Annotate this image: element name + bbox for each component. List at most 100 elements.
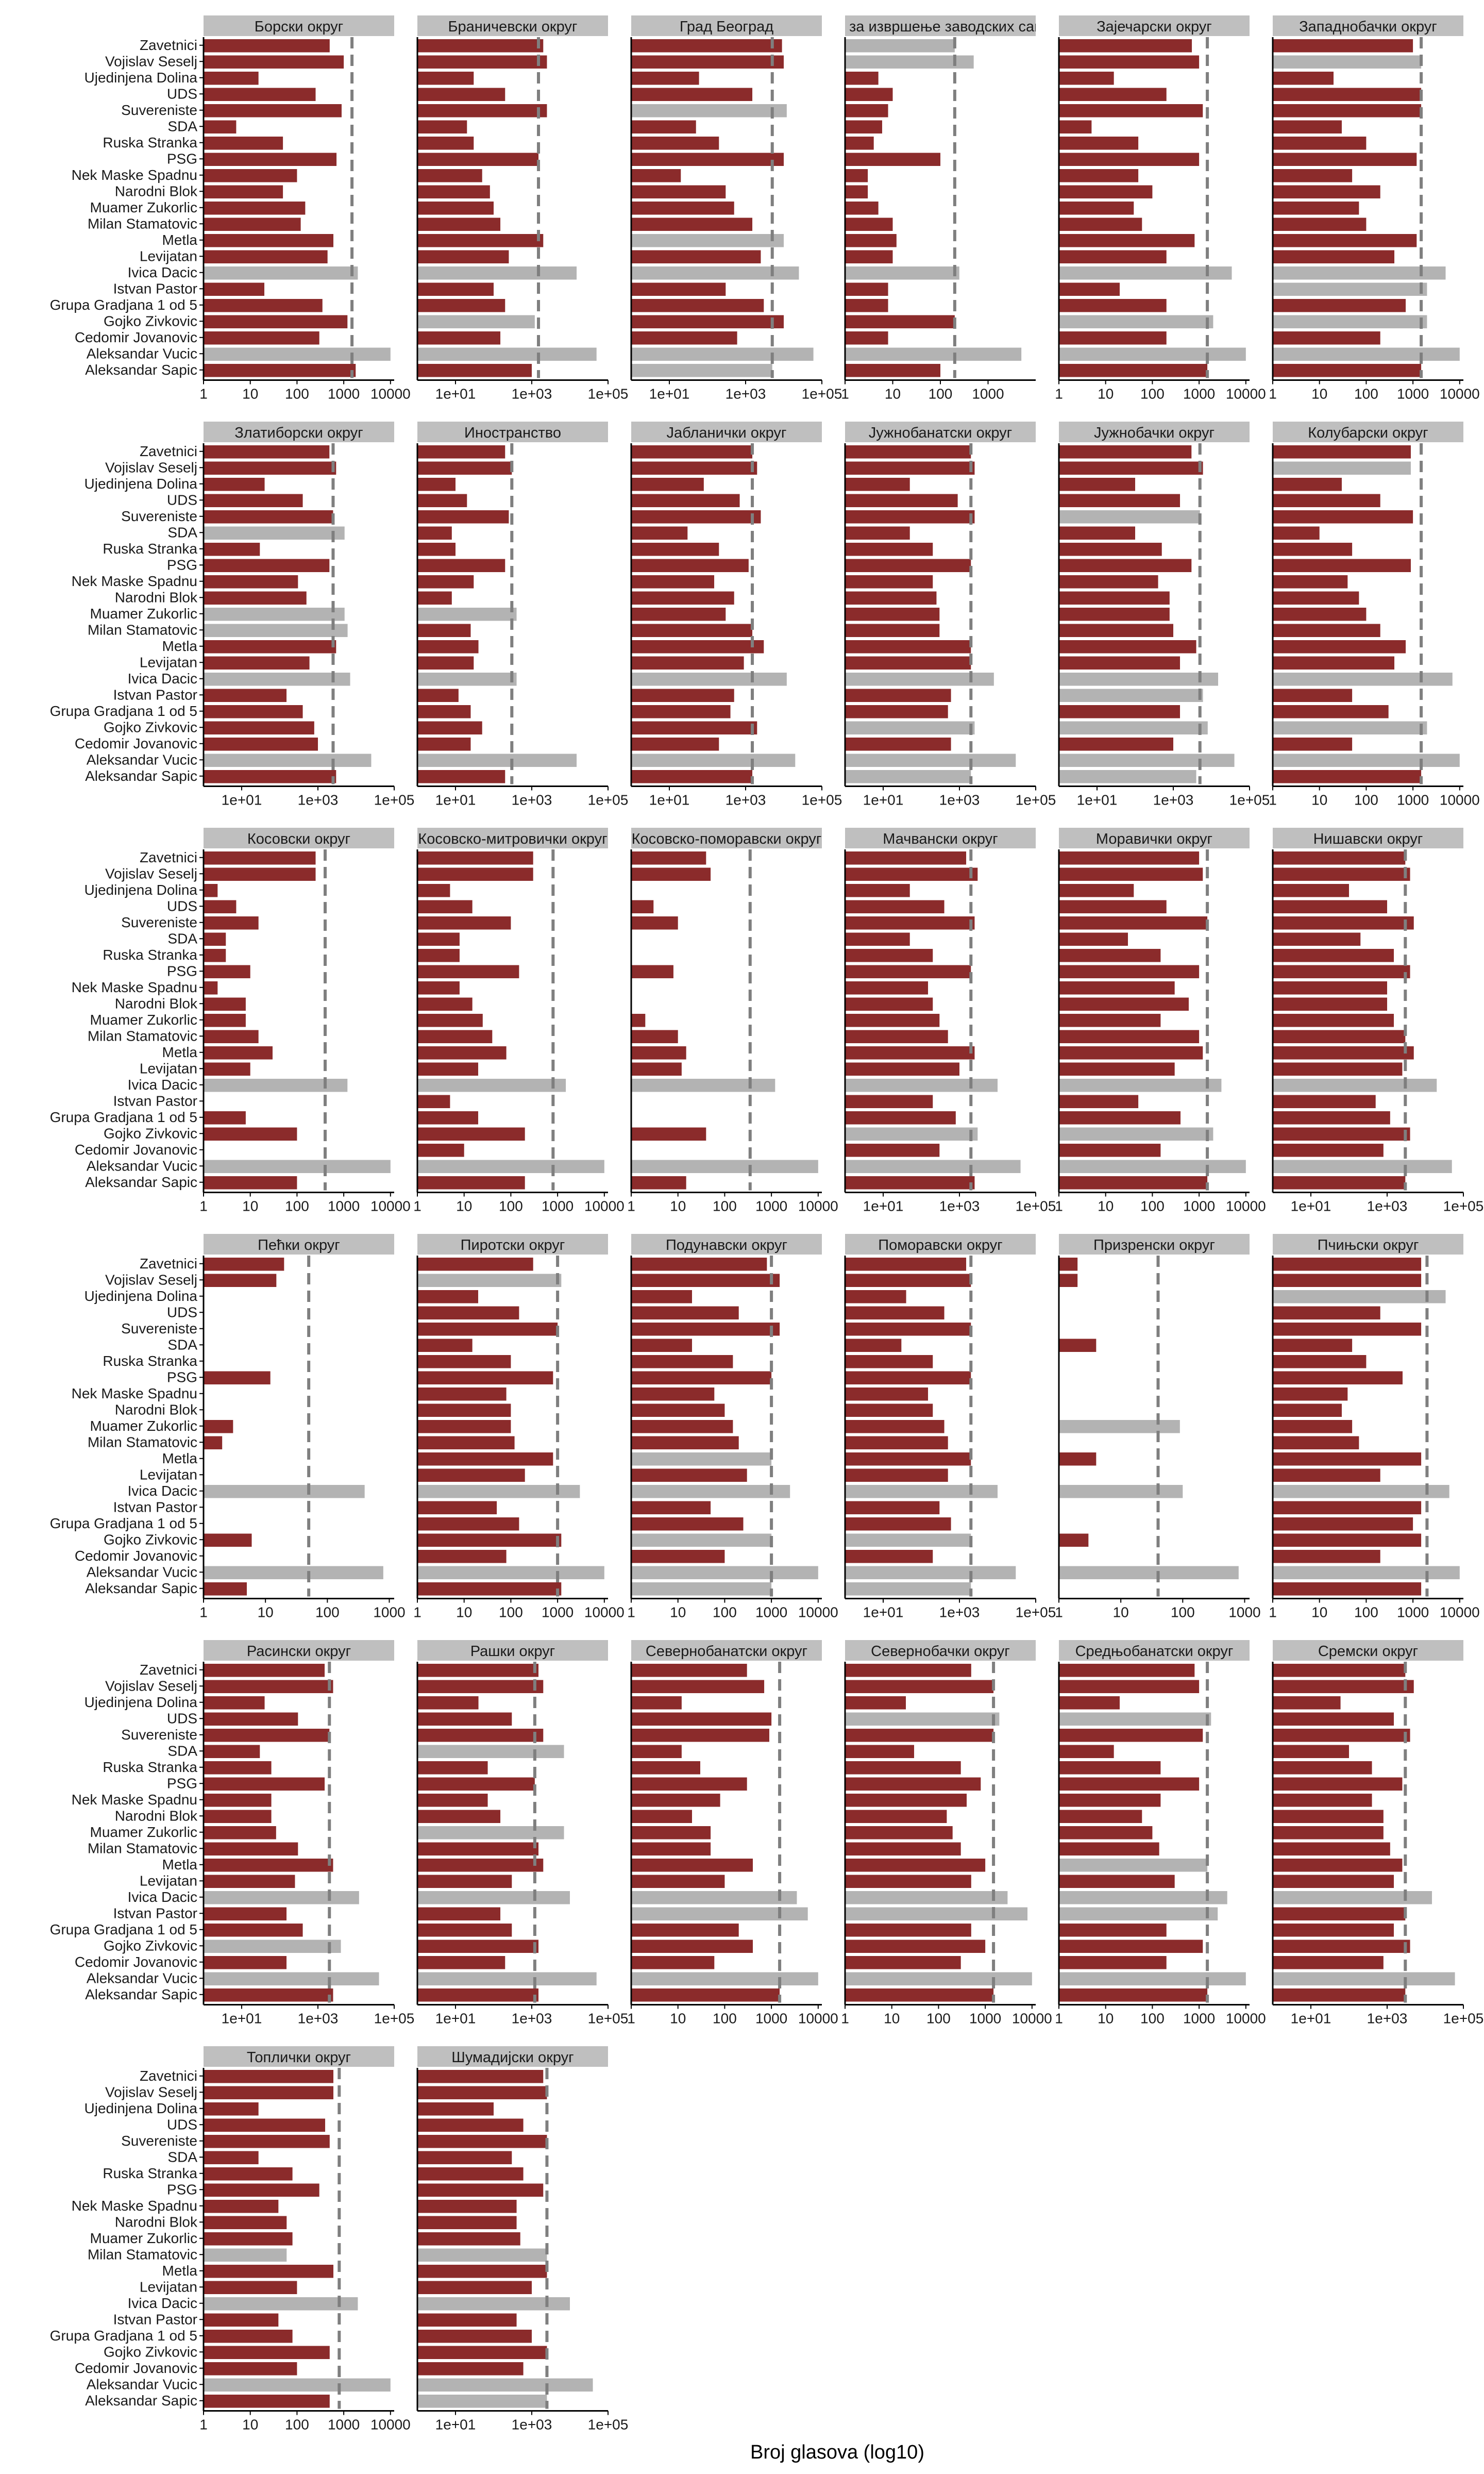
bar (417, 900, 473, 913)
bar (1273, 949, 1394, 962)
bar (417, 2118, 524, 2132)
x-tick-label: 1 (1055, 386, 1063, 402)
y-tick-label: Vojislav Seselj (105, 865, 197, 881)
x-tick-label: 100 (713, 1604, 737, 1620)
y-tick-label: Vojislav Seselj (105, 2084, 197, 2100)
bar (1059, 624, 1173, 637)
bar (204, 1794, 272, 1807)
x-tick-label: 1000 (373, 1604, 405, 1620)
bar (417, 575, 474, 589)
bar (1273, 120, 1342, 133)
bar (1059, 88, 1167, 101)
facet-strip (631, 1640, 822, 1661)
bar (845, 445, 971, 459)
bar (1273, 1420, 1353, 1433)
bar (631, 1452, 772, 1466)
bar (204, 1875, 295, 1888)
bar (631, 364, 772, 377)
bar (1273, 39, 1413, 53)
y-tick-label: Ujedinjena Dolina (85, 70, 198, 86)
bar (1273, 510, 1413, 524)
x-tick-label: 100 (285, 1198, 309, 1214)
y-tick-label: Aleksandar Vucic (87, 1970, 197, 1986)
bar (845, 1127, 978, 1141)
y-tick-label: Istvan Pastor (113, 280, 197, 296)
bar (845, 1046, 975, 1060)
bar (1059, 137, 1139, 150)
bar (1059, 120, 1092, 133)
y-tick-label: Ruska Stranka (103, 135, 197, 151)
bar (845, 364, 940, 377)
x-tick-label: 100 (926, 2011, 951, 2027)
bar (204, 1079, 348, 1092)
facet-strip (1059, 1640, 1250, 1661)
bar (1273, 1777, 1403, 1791)
bar (417, 169, 482, 182)
bar (631, 39, 782, 53)
bar (845, 104, 888, 118)
bar (1273, 900, 1387, 913)
bar (1273, 153, 1417, 166)
bar (204, 1420, 233, 1433)
bar (845, 608, 940, 621)
x-tick-label: 10 (670, 1198, 686, 1214)
x-tick-label: 1000 (542, 1604, 574, 1620)
bar (631, 1355, 733, 1368)
bar (1059, 575, 1158, 589)
x-tick-label: 1000 (1397, 386, 1429, 402)
bar (631, 770, 753, 783)
bar (1273, 1875, 1394, 1888)
facet-strip (1273, 1234, 1463, 1255)
y-tick-label: Istvan Pastor (113, 1093, 197, 1109)
bar (417, 656, 474, 670)
facet-strip-label: Западнобачки округ (1299, 19, 1437, 35)
bar (631, 1956, 715, 1969)
bar (417, 234, 544, 247)
bar (631, 1891, 797, 1904)
x-tick-label: 10000 (370, 1198, 411, 1214)
bar (845, 88, 893, 101)
x-tick-label: 100 (1140, 386, 1165, 402)
x-tick-label: 100 (929, 386, 953, 402)
bar (204, 591, 307, 605)
bar (1273, 1030, 1406, 1043)
bar (204, 1436, 223, 1449)
bar (417, 153, 539, 166)
bar (204, 445, 330, 459)
bar (1273, 478, 1342, 491)
facet-strip-label: Косовско-митровички округ (418, 831, 607, 847)
bar (845, 347, 1022, 361)
bar (845, 689, 951, 702)
y-tick-label: Istvan Pastor (113, 687, 197, 703)
bar (1059, 1046, 1203, 1060)
bar (1273, 1014, 1394, 1027)
x-tick-label: 100 (1140, 1198, 1165, 1214)
facet-strip-label: Рашки округ (470, 1643, 555, 1660)
bar (845, 851, 967, 865)
bar (204, 2216, 287, 2229)
bar (1059, 932, 1128, 946)
bar (845, 331, 888, 345)
bar (204, 1533, 252, 1547)
y-tick-label: Milan Stamatovic (88, 2246, 197, 2262)
bar (845, 1859, 986, 1872)
bar (204, 1258, 284, 1271)
x-tick-label: 10 (1311, 1604, 1327, 1620)
bar (1273, 738, 1353, 751)
bar (845, 624, 940, 637)
facet-panel: Севернобачки округ 1 10 100 1000 10000 (841, 1640, 1052, 2027)
y-tick-label: Aleksandar Vucic (87, 1158, 197, 1174)
x-tick-label: 10 (1311, 386, 1327, 402)
bar (1059, 1485, 1183, 1498)
bar (417, 2281, 532, 2294)
x-tick-label: 1 (1055, 1604, 1063, 1620)
bar (845, 1095, 933, 1108)
x-tick-label: 1e+01 (435, 2417, 476, 2433)
y-tick-label: Levijatan (140, 654, 197, 670)
bar (417, 867, 533, 881)
bar (631, 1729, 769, 1742)
bar (1273, 1306, 1380, 1319)
bar (204, 510, 333, 524)
bar (417, 2135, 547, 2148)
bar (1273, 1323, 1422, 1336)
